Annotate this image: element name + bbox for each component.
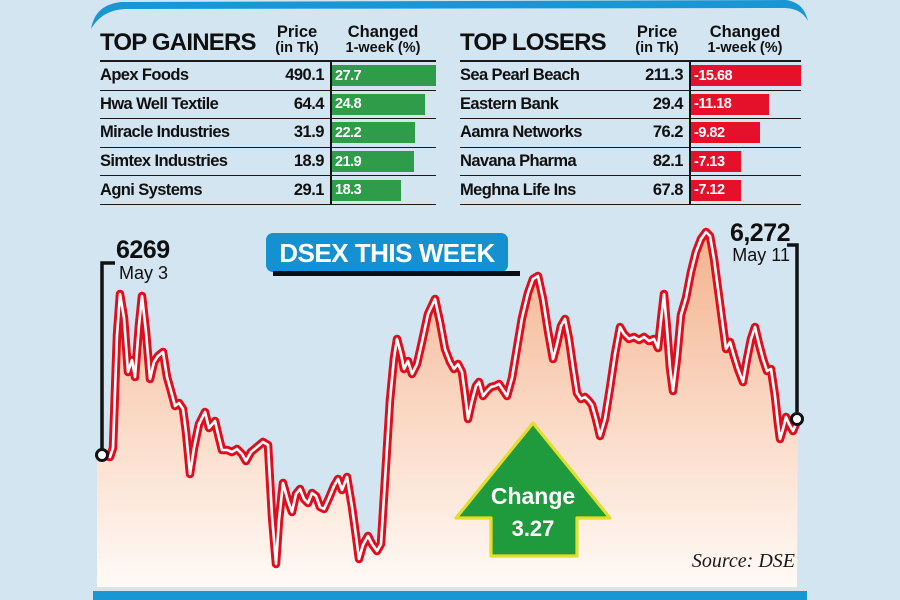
change-bar-cell: -15.68 [689, 62, 801, 90]
change-bar: 22.2 [332, 122, 416, 144]
table-row: Miracle Industries 31.9 22.2 [100, 119, 436, 148]
price-value: 29.1 [293, 180, 325, 199]
change-bar: -7.12 [691, 179, 741, 201]
start-marker-bracket [100, 261, 115, 449]
price-value: 67.8 [652, 180, 684, 199]
change-bar: -9.82 [691, 122, 760, 144]
table-row: Aamra Networks 76.2 -9.82 [460, 119, 801, 148]
top-losers-header: TOP LOSERS Price (in Tk) Changed 1-week … [460, 10, 801, 62]
end-marker-bracket [787, 243, 799, 412]
company-name: Aamra Networks [460, 123, 582, 142]
top-losers-title: TOP LOSERS [460, 29, 607, 56]
table-row: Meghna Life Ins 67.8 -7.12 [460, 176, 801, 205]
end-value-label: 6,272 [729, 219, 791, 247]
change-bar-cell: 18.3 [330, 176, 436, 204]
change-column-header: Changed 1-week (%) [707, 22, 783, 57]
source-credit: Source: DSE [691, 550, 795, 572]
price-column-header: Price (in Tk) [275, 22, 319, 57]
company-name: Navana Pharma [460, 152, 577, 171]
company-name: Eastern Bank [460, 94, 559, 113]
area-fill [97, 232, 798, 587]
price-value: 211.3 [645, 66, 683, 85]
change-bar-cell: 27.7 [330, 62, 436, 90]
price-value: 76.2 [652, 123, 684, 142]
top-losers-table: TOP LOSERS Price (in Tk) Changed 1-week … [460, 10, 801, 205]
end-date-label: May 11 [732, 245, 790, 265]
table-row: Agni Systems 29.1 18.3 [100, 176, 436, 205]
price-value: 29.4 [652, 94, 684, 113]
top-gainers-header: TOP GAINERS Price (in Tk) Changed 1-week… [100, 10, 436, 62]
company-name: Hwa Well Textile [100, 94, 219, 113]
change-bar: -11.18 [691, 93, 770, 115]
change-bar: 24.8 [332, 93, 426, 115]
dsex-line-core [101, 230, 800, 566]
up-arrow-icon [454, 421, 612, 558]
price-value: 18.9 [293, 152, 325, 171]
start-marker-dot [95, 448, 109, 462]
change-arrow: Change 3.27 [450, 415, 616, 561]
price-value: 82.1 [652, 152, 684, 171]
change-bar-cell: -9.82 [689, 119, 801, 147]
price-column-header: Price (in Tk) [635, 22, 679, 57]
change-bar: -7.13 [691, 151, 742, 173]
change-bar-cell: 24.8 [330, 90, 436, 119]
chart-title-underline [273, 271, 520, 276]
top-gainers-table: TOP GAINERS Price (in Tk) Changed 1-week… [100, 10, 436, 205]
top-losers-rows: Sea Pearl Beach 211.3 -15.68 Eastern Bank 29… [460, 62, 801, 205]
table-row: Simtex Industries 18.9 21.9 [100, 147, 436, 177]
end-marker-dot [790, 412, 804, 426]
price-value: 31.9 [293, 123, 325, 142]
start-date-label: May 3 [119, 263, 169, 283]
change-bar: 21.9 [332, 151, 415, 173]
table-row: Apex Foods 490.1 27.7 [100, 62, 436, 91]
change-bar: -15.68 [691, 65, 801, 87]
company-name: Apex Foods [100, 66, 189, 85]
change-bar: 27.7 [332, 65, 436, 87]
chart-title: DSEX THIS WEEK [266, 233, 508, 272]
change-value: 3.27 [511, 516, 555, 541]
change-label: Change [490, 483, 576, 509]
change-bar-cell: -7.12 [689, 176, 801, 204]
company-name: Miracle Industries [100, 123, 230, 142]
change-bar: 18.3 [332, 179, 401, 201]
start-value-label: 6269 [116, 236, 170, 264]
company-name: Simtex Industries [100, 152, 228, 171]
change-bar-cell: -7.13 [689, 147, 801, 176]
bottom-bar-decoration [93, 591, 807, 600]
company-name: Meghna Life Ins [460, 180, 576, 199]
price-value: 490.1 [285, 66, 324, 85]
top-gainers-title: TOP GAINERS [100, 29, 256, 56]
company-name: Sea Pearl Beach [460, 66, 580, 85]
change-column-header: Changed 1-week (%) [345, 22, 421, 57]
table-row: Sea Pearl Beach 211.3 -15.68 [460, 62, 801, 91]
top-swoosh-decoration [91, 0, 808, 29]
table-row: Eastern Bank 29.4 -11.18 [460, 90, 801, 120]
table-row: Navana Pharma 82.1 -7.13 [460, 147, 801, 177]
company-name: Agni Systems [100, 180, 203, 199]
change-bar-cell: -11.18 [689, 90, 801, 119]
change-bar-cell: 22.2 [330, 119, 436, 147]
price-value: 64.4 [293, 94, 325, 113]
table-row: Hwa Well Textile 64.4 24.8 [100, 90, 436, 120]
top-gainers-rows: Apex Foods 490.1 27.7 Hwa Well Textile 64.4 2… [100, 62, 436, 205]
change-bar-cell: 21.9 [330, 147, 436, 176]
